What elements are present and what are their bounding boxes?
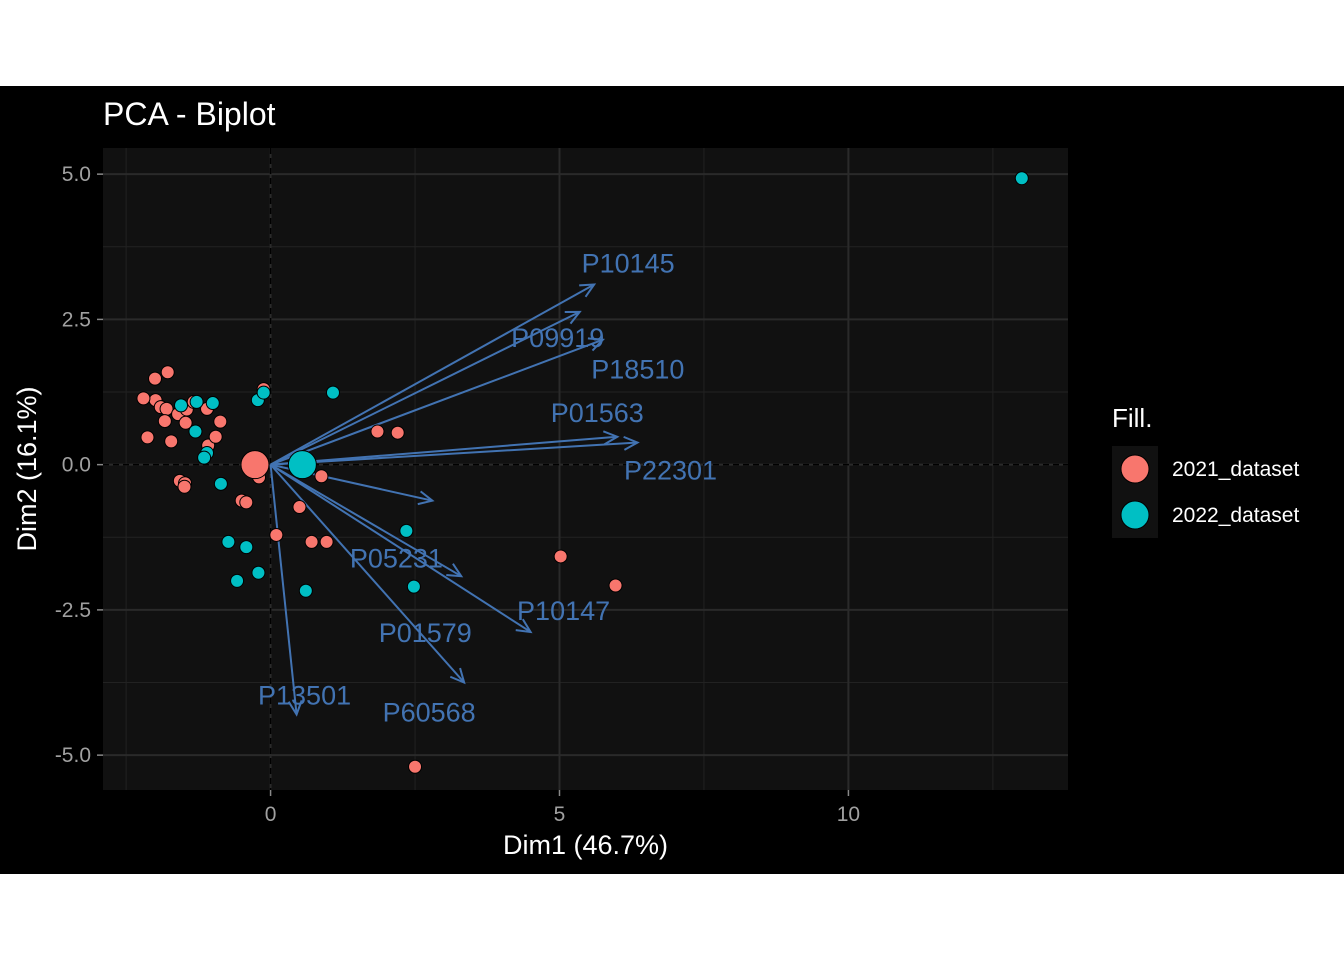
variable-label-P10147: P10147 xyxy=(517,596,610,626)
variable-arrow-P10147 xyxy=(270,463,532,633)
variable-arrow-P18510 xyxy=(270,338,604,466)
y-axis-title: Dim2 (16.1%) xyxy=(12,386,42,551)
variable-label-P01579: P01579 xyxy=(379,618,472,648)
point-2021_dataset xyxy=(157,414,172,429)
legend-title: Fill. xyxy=(1112,403,1152,433)
point-2021_dataset xyxy=(269,527,284,542)
variable-label-P22301: P22301 xyxy=(624,456,717,486)
point-2021_dataset xyxy=(148,371,163,386)
point-2022_dataset xyxy=(213,476,228,491)
variable-arrowhead-P22301 xyxy=(623,435,640,451)
centroid-2022_dataset xyxy=(287,450,317,480)
variable-arrowhead-P10147 xyxy=(515,618,533,634)
legend-key-2021_dataset xyxy=(1120,454,1150,484)
point-2022_dataset xyxy=(239,540,254,555)
y-tick-label: -5.0 xyxy=(55,744,91,767)
variable-arrow-P01579 xyxy=(270,463,462,578)
point-2022_dataset xyxy=(406,579,421,594)
x-axis-title: Dim1 (46.7%) xyxy=(503,830,668,860)
point-2021_dataset xyxy=(292,500,307,515)
point-2022_dataset xyxy=(399,523,414,538)
data-points xyxy=(136,171,1029,774)
y-tick-label: -2.5 xyxy=(55,599,91,622)
variable-arrowhead-P01563 xyxy=(602,430,620,446)
variable-arrow-P22301 xyxy=(270,441,638,466)
centroid-2021_dataset xyxy=(240,450,270,480)
point-2021_dataset xyxy=(390,425,405,440)
variable-arrowhead-P05231 xyxy=(417,490,435,506)
point-2021_dataset xyxy=(160,365,175,380)
point-2022_dataset xyxy=(251,565,266,580)
chart-title: PCA - Biplot xyxy=(103,96,276,132)
x-tick-label: 10 xyxy=(837,803,860,826)
y-tick-label: 0.0 xyxy=(62,454,91,477)
pca-biplot-chart: PCA - Biplot 0 5 10 -5.0 -2.5 0.0 2.5 5.0 P1014… xyxy=(0,86,1344,874)
point-2022_dataset xyxy=(1014,171,1029,186)
point-2021_dataset xyxy=(553,549,568,564)
point-2021_dataset xyxy=(208,429,223,444)
variable-label-P60568: P60568 xyxy=(383,698,476,728)
variable-arrowhead-P09919 xyxy=(564,310,582,325)
point-2022_dataset xyxy=(230,573,245,588)
point-2021_dataset xyxy=(239,495,254,510)
variable-label-P05231: P05231 xyxy=(350,544,443,574)
point-2021_dataset xyxy=(164,434,179,449)
x-tick-label: 0 xyxy=(265,803,277,826)
point-2021_dataset xyxy=(608,578,623,593)
variable-arrowhead-P10145 xyxy=(579,283,597,298)
variable-label-P09919: P09919 xyxy=(511,323,604,353)
variable-arrow-P01563 xyxy=(270,435,618,466)
point-2021_dataset xyxy=(140,430,155,445)
variable-arrowhead-P60568 xyxy=(449,667,466,685)
legend-label-2021_dataset: 2021_dataset xyxy=(1172,458,1299,481)
variable-arrowhead-P13501 xyxy=(287,700,303,717)
variable-label-P18510: P18510 xyxy=(591,355,684,385)
point-2022_dataset xyxy=(174,398,189,413)
variable-label-P10145: P10145 xyxy=(582,249,675,279)
point-2021_dataset xyxy=(370,424,385,439)
point-2021_dataset xyxy=(177,479,192,494)
point-2021_dataset xyxy=(213,414,228,429)
variable-arrowhead-P01579 xyxy=(446,563,464,578)
variable-arrow-P10145 xyxy=(270,283,595,466)
grid-lines xyxy=(103,148,1068,790)
legend-key-2022_dataset xyxy=(1120,500,1150,530)
y-tick-label: 2.5 xyxy=(62,308,91,331)
point-2022_dataset xyxy=(221,534,236,549)
pca-biplot-figure: PCA - Biplot 0 5 10 -5.0 -2.5 0.0 2.5 5.0 P1014… xyxy=(0,86,1344,874)
x-tick-label: 5 xyxy=(554,803,566,826)
point-2022_dataset xyxy=(205,396,220,411)
point-2021_dataset xyxy=(319,534,334,549)
point-2022_dataset xyxy=(189,394,204,409)
variable-arrow-P09919 xyxy=(270,310,581,466)
variable-arrow-P13501 xyxy=(269,464,298,715)
legend: Fill. 2021_dataset 2022_dataset xyxy=(1112,403,1299,538)
variable-arrowhead-P18510 xyxy=(587,337,605,352)
point-2022_dataset xyxy=(188,424,203,439)
point-2022_dataset xyxy=(298,583,313,598)
variable-label-P01563: P01563 xyxy=(551,398,644,428)
legend-label-2022_dataset: 2022_dataset xyxy=(1172,504,1299,527)
point-2022_dataset xyxy=(325,385,340,400)
variable-label-P13501: P13501 xyxy=(258,680,351,710)
point-2021_dataset xyxy=(159,401,174,416)
point-2021_dataset xyxy=(136,391,151,406)
point-2022_dataset xyxy=(197,450,212,465)
point-2022_dataset xyxy=(256,385,271,400)
point-2021_dataset xyxy=(314,469,329,484)
point-2021_dataset xyxy=(408,759,423,774)
point-2021_dataset xyxy=(304,534,319,549)
y-tick-label: 5.0 xyxy=(62,163,91,186)
